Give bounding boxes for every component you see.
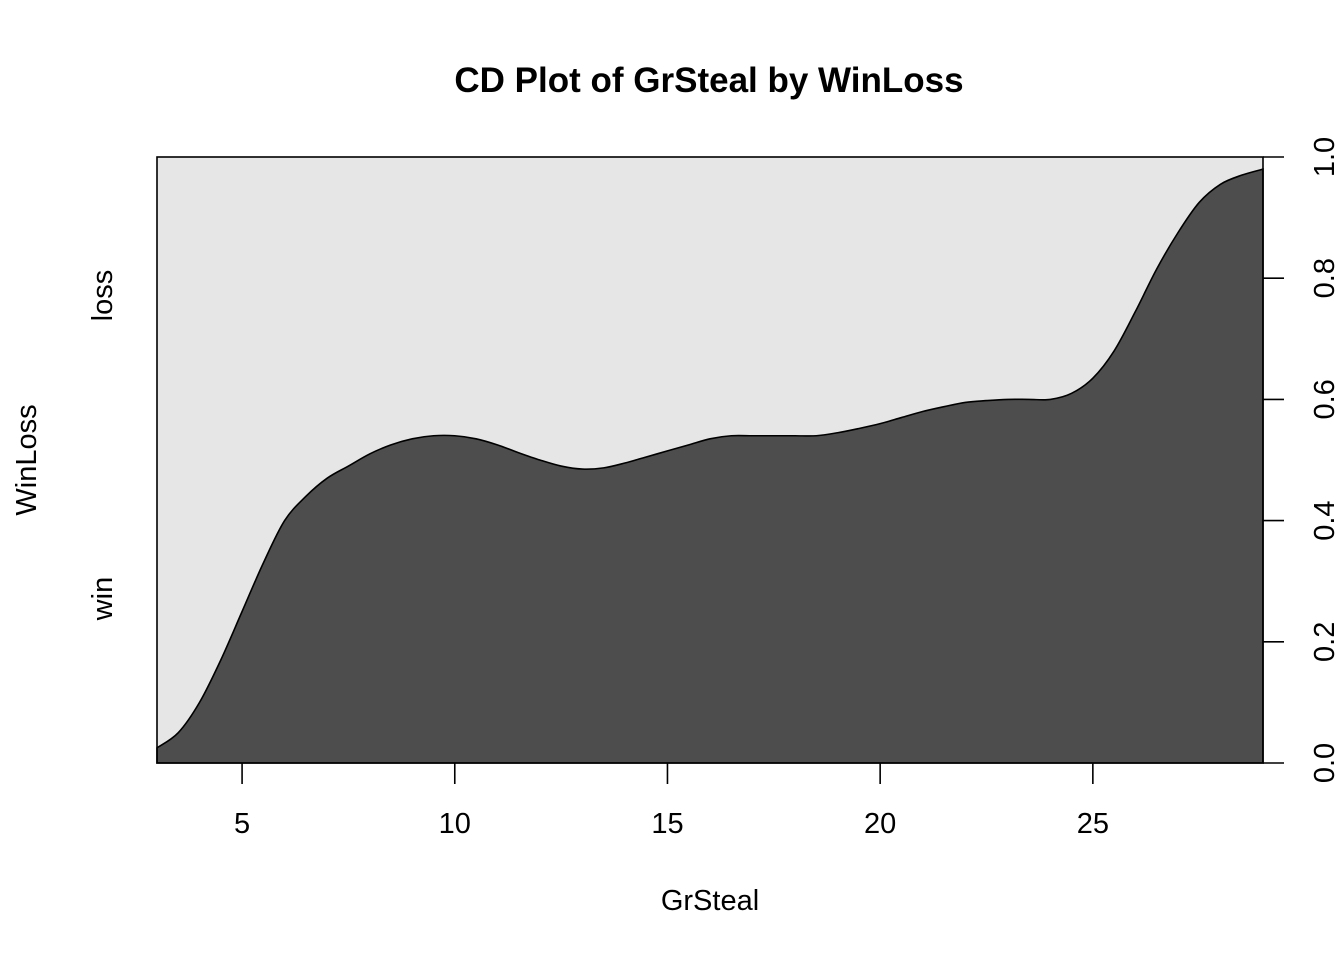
x-tick-label: 15 — [651, 808, 683, 840]
x-axis-label: GrSteal — [661, 885, 759, 917]
y-tick-label: 0.6 — [1309, 379, 1341, 419]
x-tick-label: 25 — [1077, 808, 1109, 840]
y-tick-label: 1.0 — [1309, 137, 1341, 177]
category-label-win: win — [87, 577, 119, 622]
x-tick-label: 20 — [864, 808, 896, 840]
category-label-loss: loss — [87, 270, 119, 322]
x-tick-label: 10 — [439, 808, 471, 840]
y-tick-label: 0.8 — [1309, 258, 1341, 298]
x-axis: 5 10 15 20 25 — [234, 763, 1109, 840]
win-region — [156, 168, 1264, 764]
x-tick-label: 5 — [234, 808, 250, 840]
y-tick-label: 0.0 — [1309, 743, 1341, 783]
chart-title: CD Plot of GrSteal by WinLoss — [454, 61, 963, 100]
y-right-axis: 0.0 0.2 0.4 0.6 0.8 1.0 — [1263, 137, 1341, 783]
y-tick-label: 0.4 — [1309, 500, 1341, 540]
y-axis-label: WinLoss — [11, 404, 43, 515]
category-labels: win loss — [87, 270, 119, 622]
y-tick-label: 0.2 — [1309, 622, 1341, 662]
plot-frame — [156, 156, 1264, 764]
